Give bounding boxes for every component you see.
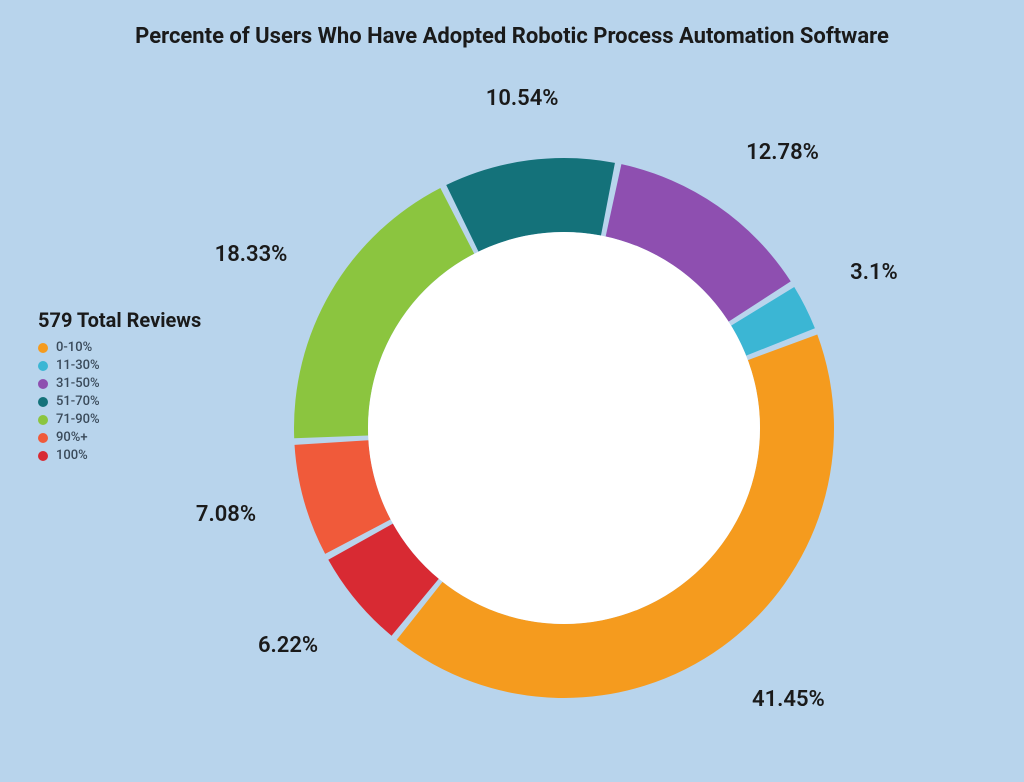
slice-label: 12.78% bbox=[746, 140, 819, 165]
slice-label: 18.33% bbox=[215, 242, 288, 267]
slice-label: 3.1% bbox=[850, 260, 898, 285]
donut-hole bbox=[368, 232, 760, 624]
slice-label: 7.08% bbox=[196, 502, 256, 527]
slice-label: 41.45% bbox=[752, 687, 825, 712]
donut-chart bbox=[0, 0, 1024, 782]
slice-label: 10.54% bbox=[486, 86, 559, 111]
chart-container: Percente of Users Who Have Adopted Robot… bbox=[0, 0, 1024, 782]
slice-label: 6.22% bbox=[258, 633, 318, 658]
